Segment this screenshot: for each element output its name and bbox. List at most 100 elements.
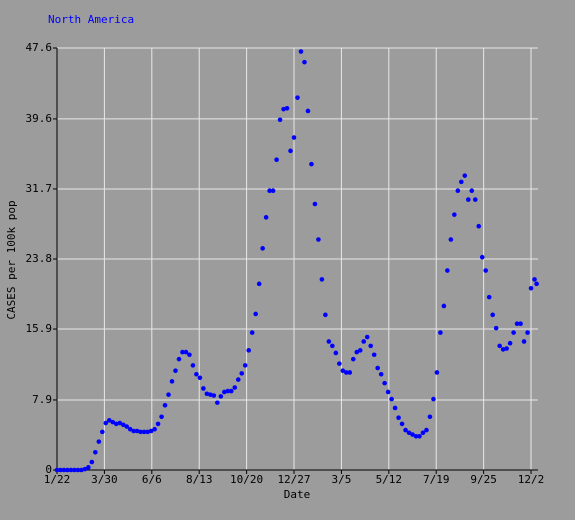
data-point (256, 281, 262, 287)
y-axis-label: CASES per 100k pop (5, 200, 18, 319)
data-point (319, 277, 325, 282)
data-point (347, 370, 353, 375)
data-point (309, 161, 314, 167)
data-point (534, 281, 539, 287)
data-point (305, 108, 311, 114)
data-point (340, 368, 346, 374)
data-point (490, 312, 495, 318)
data-point (511, 330, 516, 335)
data-point (155, 421, 161, 427)
data-point (215, 400, 220, 405)
data-point (194, 371, 199, 377)
y-tick-label: 39.6 (26, 112, 53, 125)
data-point (295, 95, 300, 100)
data-point (378, 371, 384, 377)
data-point (169, 379, 175, 384)
data-point (476, 223, 482, 229)
data-point (173, 368, 178, 374)
data-point (445, 268, 450, 273)
data-point (183, 349, 189, 355)
x-tick-label: 3/30 (91, 473, 118, 486)
data-point (343, 370, 349, 375)
x-axis-label: Date (284, 488, 311, 501)
data-point (452, 212, 457, 217)
data-point (176, 356, 182, 362)
data-point (396, 415, 401, 420)
data-point (211, 393, 217, 398)
data-point (225, 388, 231, 394)
data-point (507, 340, 513, 346)
data-point (284, 105, 290, 111)
data-point (201, 386, 206, 391)
data-point (65, 467, 70, 473)
data-point (148, 428, 154, 434)
data-point (431, 396, 436, 402)
data-point (86, 465, 91, 470)
data-point (385, 389, 391, 395)
data-point (521, 339, 527, 344)
data-point (532, 277, 537, 282)
data-point (497, 343, 502, 349)
x-tick-label: 6/6 (142, 473, 162, 486)
data-point (413, 434, 419, 439)
data-point (113, 421, 119, 427)
x-tick-label: 12/2 (518, 473, 545, 486)
data-point (441, 303, 447, 309)
data-point (420, 430, 426, 436)
data-point (424, 427, 429, 433)
data-point (298, 49, 304, 54)
data-point (375, 365, 380, 371)
data-point (68, 467, 74, 473)
data-point (504, 346, 509, 351)
data-point (281, 106, 286, 112)
data-point (357, 348, 363, 353)
y-tick-label: 0 (45, 463, 52, 476)
data-point (389, 396, 394, 402)
data-point (89, 459, 95, 465)
data-point (249, 330, 255, 335)
data-point (403, 427, 408, 433)
data-point (162, 402, 168, 408)
x-tick-label: 12/27 (277, 473, 310, 486)
data-point (93, 449, 98, 455)
x-tick-label: 8/13 (186, 473, 213, 486)
data-point (100, 429, 105, 435)
data-point (455, 188, 461, 194)
data-point (469, 188, 475, 194)
x-tick-label: 3/5 (331, 473, 351, 486)
y-tick-label: 15.9 (26, 322, 53, 335)
y-tick-label: 23.8 (26, 252, 53, 265)
data-point (117, 420, 123, 426)
data-point (197, 375, 203, 381)
data-point (166, 392, 171, 397)
data-point (263, 215, 269, 220)
data-point (406, 430, 412, 436)
data-point (361, 339, 367, 344)
data-point (228, 388, 234, 394)
data-point (399, 421, 405, 427)
data-point (392, 405, 398, 411)
x-tick-label: 1/22 (44, 473, 71, 486)
data-point (82, 466, 88, 472)
data-point (187, 352, 192, 358)
data-point (246, 348, 252, 353)
data-point (326, 339, 332, 344)
data-point (110, 419, 116, 425)
data-point (333, 350, 339, 356)
data-point (486, 294, 492, 300)
data-point (141, 429, 147, 435)
data-point (368, 343, 373, 349)
data-point (260, 246, 265, 251)
data-point (312, 201, 318, 207)
data-point (120, 422, 126, 428)
data-point (514, 321, 520, 327)
data-point (364, 334, 370, 340)
data-point (232, 385, 238, 390)
x-tick-label: 10/20 (230, 473, 263, 486)
data-point (54, 467, 60, 473)
x-tick-label: 5/12 (376, 473, 403, 486)
data-point (218, 394, 224, 399)
data-point (61, 467, 67, 473)
